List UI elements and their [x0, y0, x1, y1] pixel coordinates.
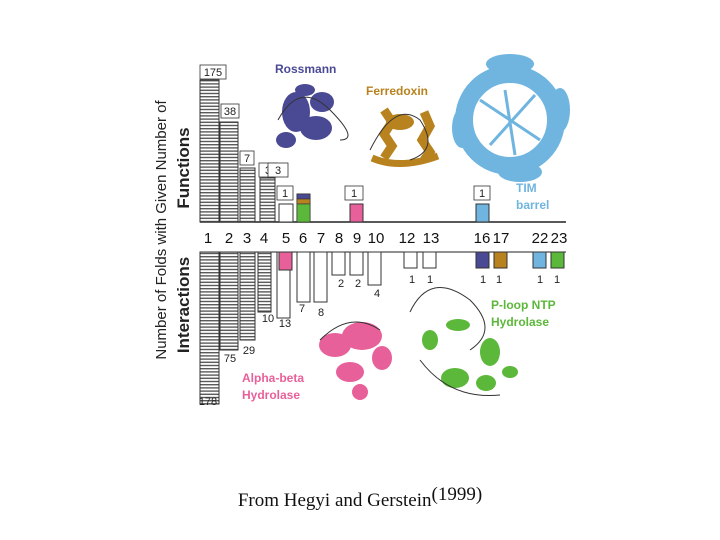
interactions-count-2: 75 — [224, 353, 236, 365]
functions-count-2: 38 — [224, 106, 236, 118]
functions-count-7: 1 — [351, 188, 357, 200]
interactions-bar-17 — [550, 251, 565, 269]
functions-count-box-7 — [344, 185, 364, 201]
figure: Number of Folds with Given Number of Fun… — [153, 54, 570, 408]
interactions-count-15: 1 — [537, 274, 543, 286]
tim-barrel-structure-image — [452, 54, 570, 182]
caption: From Hegyi and Gerstein(1999) — [0, 484, 720, 512]
interactions-bar-16 — [532, 251, 547, 269]
x-axis-label-23: 23 — [551, 230, 568, 247]
x-axis-label-7: 7 — [317, 230, 325, 247]
x-axis-label-8: 8 — [335, 230, 343, 247]
y-axis-interactions-label: Interactions — [174, 257, 193, 353]
functions-bar-6-rossmann-segment — [296, 193, 311, 200]
alphabeta-label-line-2: Hydrolase — [242, 388, 300, 402]
functions-count-8: 1 — [479, 188, 485, 200]
functions-count-5: 3 — [275, 165, 281, 177]
x-axis-label-6: 6 — [299, 230, 307, 247]
interactions-count-14: 1 — [496, 274, 502, 286]
x-axis-label-10: 10 — [368, 230, 385, 247]
interactions-bar-7 — [296, 251, 311, 303]
interactions-count-12: 1 — [427, 274, 433, 286]
interactions-count-11: 1 — [409, 274, 415, 286]
functions-bar-6-ploop-segment — [296, 203, 311, 223]
x-axis-label-4: 4 — [260, 230, 268, 247]
functions-count-1: 175 — [204, 67, 222, 79]
ferredoxin-structure-image — [369, 107, 440, 168]
interactions-bar-10 — [349, 251, 364, 276]
interactions-count-3: 29 — [243, 345, 255, 357]
functions-count-box-1 — [199, 64, 227, 80]
ploop-structure-image — [409, 287, 518, 397]
x-axis-label-1: 1 — [204, 230, 212, 247]
functions-count-6: 1 — [282, 188, 288, 200]
interactions-bar-12 — [403, 251, 418, 269]
alphabeta-structure-image — [319, 321, 392, 400]
functions-count-box-8 — [473, 185, 491, 201]
interactions-bar-4 — [257, 251, 272, 313]
interactions-count-4: 13 — [279, 318, 291, 330]
y-axis-functions-label: Functions — [174, 127, 193, 208]
caption-text: From Hegyi and Gerstein — [237, 490, 432, 511]
x-axis-labels: 1 2 3 4 5 6 7 8 9 10 12 13 16 17 22 23 — [204, 230, 568, 247]
interactions-count-6: 7 — [299, 303, 305, 315]
alphabeta-label-line-1: Alpha-beta — [242, 371, 304, 385]
functions-bar-8 — [475, 203, 490, 223]
tim-barrel-label-line-2: barrel — [516, 198, 549, 212]
interactions-bar-11 — [367, 251, 382, 286]
y-axis-outer-label: Number of Folds with Given Number of — [153, 100, 170, 360]
caption-year: (1999) — [431, 484, 483, 505]
functions-bar-3 — [239, 167, 256, 223]
functions-count-labels: 17538733111 — [199, 64, 491, 201]
bars-layer — [199, 79, 566, 405]
interactions-count-13: 1 — [480, 274, 486, 286]
ferredoxin-label: Ferredoxin — [366, 84, 428, 98]
x-axis-label-16: 16 — [474, 230, 491, 247]
x-axis-label-9: 9 — [353, 230, 361, 247]
interactions-count-7: 8 — [318, 307, 324, 319]
functions-count-3: 7 — [244, 153, 250, 165]
functions-bar-6-ferredoxin-segment — [296, 198, 311, 205]
functions-bar-7 — [349, 203, 364, 223]
functions-count-box-3 — [239, 150, 255, 166]
functions-count-box-6 — [276, 185, 294, 201]
x-axis-label-5: 5 — [282, 230, 290, 247]
functions-bar-2 — [219, 121, 239, 223]
ploop-label-line-2: Hydrolase — [491, 315, 549, 329]
x-axis-label-13: 13 — [423, 230, 440, 247]
interactions-count-1: 178 — [199, 396, 217, 408]
tim-barrel-label-line-1: TIM — [516, 181, 537, 195]
interactions-bar-8 — [313, 251, 328, 303]
functions-count-box-5 — [267, 162, 289, 178]
x-axis-label-3: 3 — [243, 230, 251, 247]
interactions-count-9: 2 — [355, 278, 361, 290]
interactions-bar-9 — [331, 251, 346, 276]
ploop-label-line-1: P-loop NTP — [491, 298, 556, 312]
x-axis-label-2: 2 — [225, 230, 233, 247]
rossmann-label: Rossmann — [275, 62, 336, 76]
x-axis-label-22: 22 — [532, 230, 549, 247]
rossmann-structure-image — [276, 84, 349, 148]
interactions-count-5: 10 — [262, 313, 274, 325]
functions-bar-5 — [278, 203, 294, 223]
interactions-bar-3 — [239, 251, 256, 341]
functions-bar-1 — [199, 79, 220, 223]
interactions-bar-1 — [199, 251, 220, 405]
x-axis-label-12: 12 — [399, 230, 416, 247]
interactions-count-16: 1 — [554, 274, 560, 286]
x-axis-label-17: 17 — [493, 230, 510, 247]
functions-count-box-2 — [220, 103, 240, 119]
interactions-bar-6 — [278, 251, 293, 271]
interactions-bar-15 — [493, 251, 508, 269]
interactions-count-8: 2 — [338, 278, 344, 290]
interactions-count-10: 4 — [374, 288, 380, 300]
interactions-bar-13 — [422, 251, 437, 269]
interactions-bar-14 — [475, 251, 490, 269]
interactions-bar-2 — [219, 251, 239, 351]
functions-bar-4 — [259, 177, 276, 223]
